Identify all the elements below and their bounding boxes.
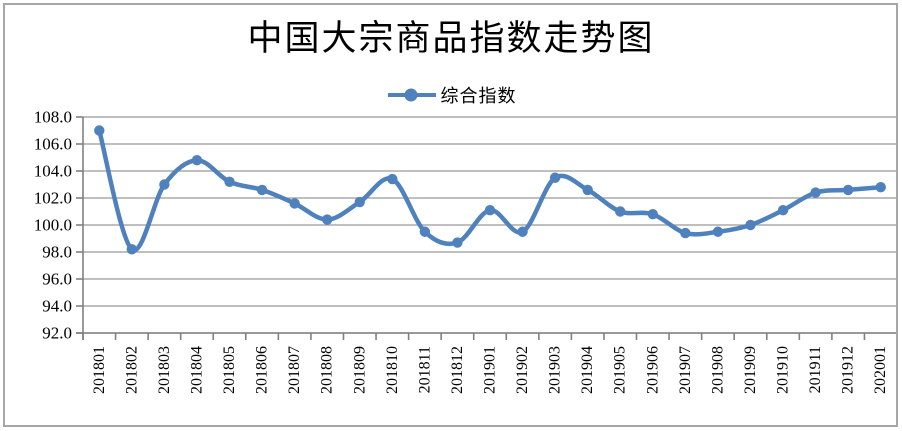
data-point xyxy=(191,155,203,166)
x-tick-label: 201902 xyxy=(514,346,531,394)
data-point xyxy=(419,226,431,237)
legend-line-marker-icon xyxy=(387,88,436,102)
x-tick-label: 201909 xyxy=(742,346,759,394)
data-point xyxy=(875,182,886,193)
data-point xyxy=(810,187,821,198)
data-point xyxy=(615,206,626,217)
x-tick-label: 201806 xyxy=(254,346,271,394)
y-tick-labels: 92.0 94.0 96.0 98.0 100.0 102.0 104.0 106.0 108.… xyxy=(34,108,72,343)
data-point xyxy=(94,125,105,136)
y-tick-label: 104.0 xyxy=(34,162,72,181)
x-tick-label: 201803 xyxy=(156,346,173,394)
axes xyxy=(76,116,898,340)
data-point xyxy=(289,198,300,209)
y-tick-label: 102.0 xyxy=(34,189,72,208)
y-tick-label: 106.0 xyxy=(34,135,72,154)
series-line xyxy=(97,128,883,253)
data-point xyxy=(647,209,658,220)
data-point xyxy=(777,204,789,216)
x-tick-label: 201812 xyxy=(449,346,466,394)
x-tick-label: 201903 xyxy=(547,346,564,394)
data-point xyxy=(159,179,170,190)
data-point xyxy=(549,172,561,183)
x-tick-label: 201905 xyxy=(612,346,629,394)
x-tick-label: 201802 xyxy=(123,346,140,394)
data-point xyxy=(712,226,724,237)
y-tick-label: 108.0 xyxy=(34,108,72,127)
y-tick-label: 96.0 xyxy=(42,270,72,289)
chart-title: 中国大宗商品指数走势图 xyxy=(247,19,655,58)
y-tick-label: 92.0 xyxy=(42,324,72,343)
data-point xyxy=(484,204,496,216)
x-tick-label: 202001 xyxy=(872,346,889,394)
y-gridlines xyxy=(83,116,897,334)
data-point xyxy=(387,173,398,185)
y-tick-label: 98.0 xyxy=(42,243,72,262)
data-point xyxy=(224,176,235,187)
x-tick-label: 201911 xyxy=(807,346,824,393)
data-point xyxy=(517,226,528,237)
x-tick-label: 201808 xyxy=(319,346,336,394)
data-point xyxy=(452,237,463,248)
x-tick-labels: 201801 201802 201803 201804 201805 201806 2018… xyxy=(91,346,889,394)
x-tick-label: 201804 xyxy=(188,346,205,394)
data-point xyxy=(582,184,593,196)
x-tick-label: 201801 xyxy=(91,346,108,394)
data-point xyxy=(680,227,691,239)
x-tick-label: 201805 xyxy=(221,346,238,394)
x-tick-label: 201907 xyxy=(677,346,694,394)
x-tick-label: 201912 xyxy=(840,346,857,394)
data-point xyxy=(842,184,854,196)
data-point xyxy=(256,184,268,196)
data-point xyxy=(322,214,333,225)
x-tick-label: 201904 xyxy=(579,346,596,394)
x-tick-label: 201810 xyxy=(384,346,401,394)
chart-legend: 综合指数 xyxy=(0,82,902,108)
x-tick-label: 201807 xyxy=(286,346,303,394)
x-tick-label: 201901 xyxy=(482,346,499,394)
x-tick-label: 201811 xyxy=(416,346,433,393)
x-tick-label: 201908 xyxy=(709,346,726,394)
data-point xyxy=(745,219,756,231)
x-tick-label: 201910 xyxy=(775,346,792,394)
y-tick-label: 94.0 xyxy=(42,297,72,316)
data-point xyxy=(354,196,365,208)
legend-label: 综合指数 xyxy=(440,86,517,106)
x-tick-label: 201809 xyxy=(351,346,368,394)
y-tick-label: 100.0 xyxy=(34,216,72,235)
data-point xyxy=(126,244,138,255)
data-point-markers xyxy=(94,125,886,255)
x-tick-label: 201906 xyxy=(644,346,661,394)
